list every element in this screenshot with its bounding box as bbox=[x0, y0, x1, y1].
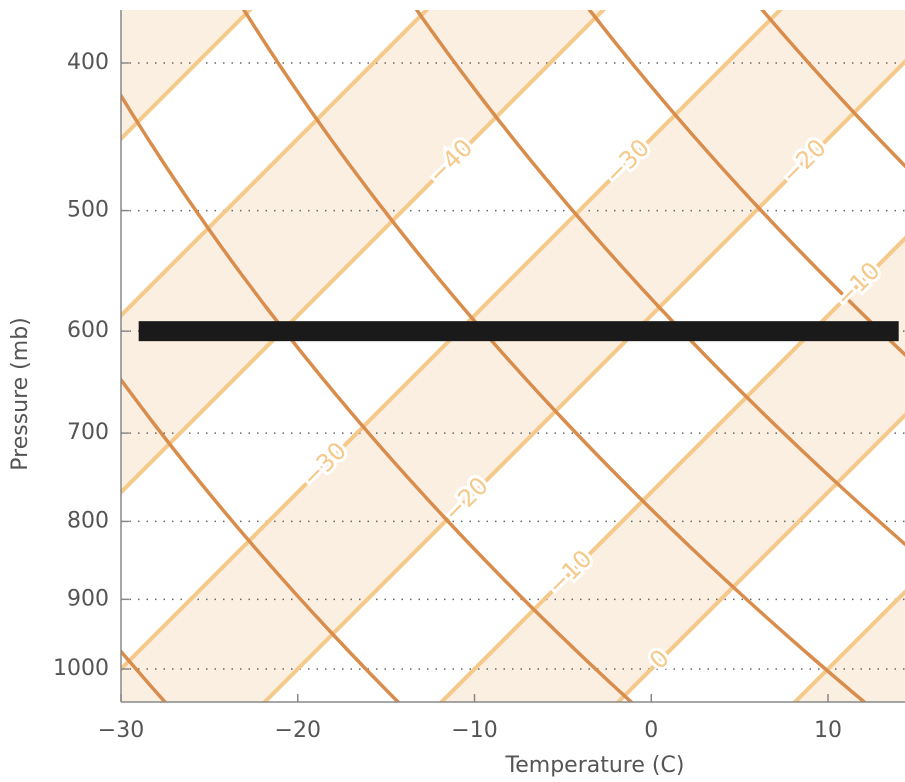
isotherm-line bbox=[261, 58, 905, 702]
dry-adiabat-line bbox=[587, 10, 905, 357]
dry-adiabat-lines bbox=[121, 10, 905, 702]
isotherm-lines bbox=[121, 10, 905, 702]
dry-adiabat-line bbox=[760, 10, 905, 169]
x-axis-ticks: −30 −20 −10 0 10 bbox=[98, 694, 842, 743]
dry-adiabat-line bbox=[121, 92, 634, 702]
isotherm-line bbox=[121, 10, 253, 142]
y-tick-label: 800 bbox=[67, 508, 109, 533]
x-tick-label: 0 bbox=[644, 718, 658, 743]
y-tick-label: 700 bbox=[67, 420, 109, 445]
x-tick-label: 10 bbox=[814, 718, 842, 743]
x-tick-label: −10 bbox=[451, 718, 497, 743]
isotherm-line bbox=[121, 10, 430, 319]
dry-adiabat-line bbox=[121, 376, 401, 702]
isotherm-line bbox=[438, 235, 905, 702]
x-tick-label: −30 bbox=[98, 718, 144, 743]
y-tick-label: 900 bbox=[67, 586, 109, 611]
isotherm-line bbox=[121, 10, 607, 496]
y-tick-label: 1000 bbox=[53, 656, 109, 681]
dry-adiabat-line bbox=[241, 10, 867, 702]
pressure-600-highlight-bar bbox=[138, 321, 899, 342]
isotherm-band bbox=[121, 10, 905, 702]
isotherm-line bbox=[615, 412, 905, 702]
isotherm-line bbox=[792, 589, 905, 702]
y-axis-label: Pressure (mb) bbox=[8, 317, 33, 471]
y-axis-ticks: 400 500 600 700 800 900 1000 bbox=[53, 50, 129, 681]
isotherm-bands bbox=[121, 10, 905, 702]
axes bbox=[120, 10, 905, 703]
x-tick-label: −20 bbox=[275, 718, 321, 743]
x-axis-label: Temperature (C) bbox=[505, 753, 685, 778]
isotherm-line bbox=[121, 10, 783, 672]
y-tick-label: 600 bbox=[67, 318, 109, 343]
dry-adiabat-line bbox=[414, 10, 905, 547]
y-tick-label: 500 bbox=[67, 198, 109, 223]
y-tick-label: 400 bbox=[67, 50, 109, 75]
